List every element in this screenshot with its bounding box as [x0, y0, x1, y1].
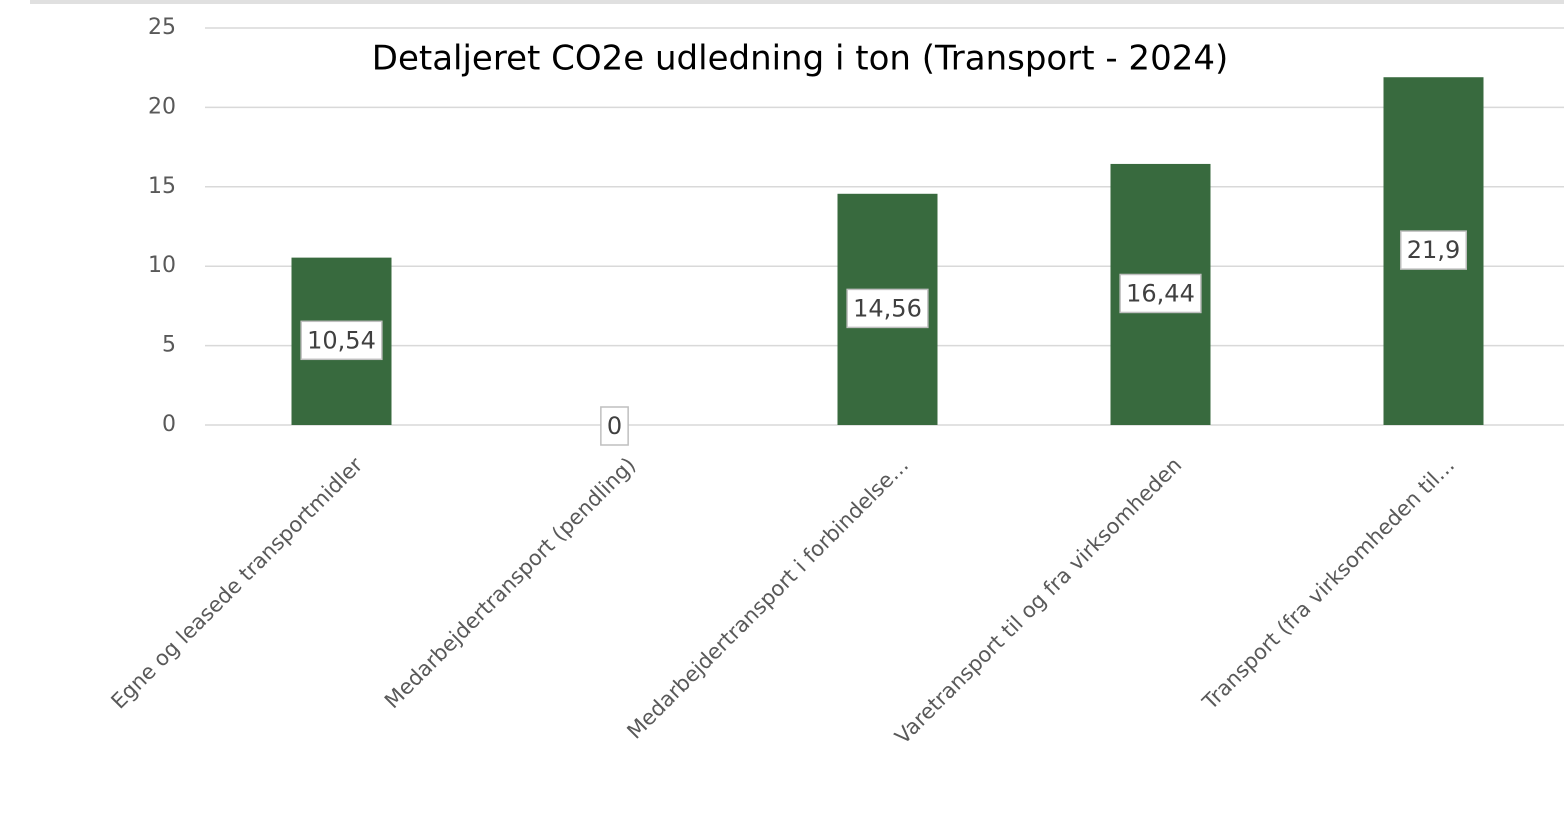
- y-tick-label: 20: [148, 94, 176, 119]
- y-tick-label: 0: [162, 412, 176, 437]
- y-tick-label: 15: [148, 174, 176, 199]
- data-label: 14,56: [853, 294, 922, 322]
- data-label-box: [846, 288, 929, 329]
- data-label: 21,9: [1407, 236, 1460, 264]
- y-tick-label: 10: [148, 253, 176, 278]
- data-label: 16,44: [1126, 279, 1195, 307]
- y-tick-label: 25: [148, 15, 176, 40]
- data-label-box: [1119, 273, 1202, 314]
- y-tick-label: 5: [162, 333, 176, 358]
- chart-title: Detaljeret CO2e udledning i ton (Transpo…: [372, 39, 1228, 79]
- data-label: 0: [607, 412, 622, 440]
- data-label-box: [300, 320, 383, 361]
- data-label: 10,54: [307, 326, 376, 354]
- data-label-box: [1400, 230, 1467, 270]
- data-label-box: [600, 406, 629, 446]
